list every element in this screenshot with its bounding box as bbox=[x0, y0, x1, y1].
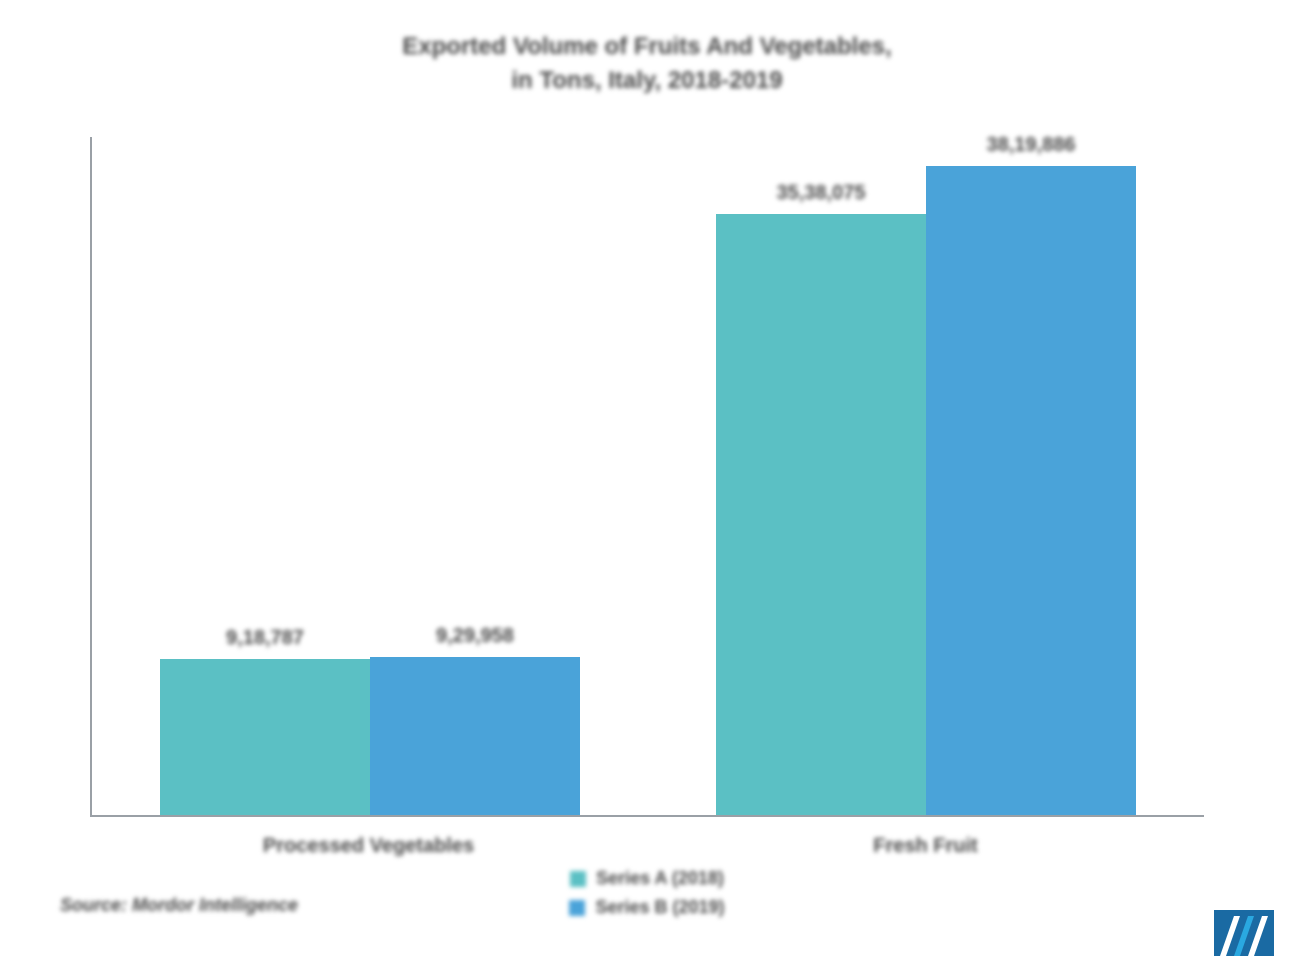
bar-label-1-0: 35,38,075 bbox=[716, 182, 926, 205]
legend-swatch-0 bbox=[570, 871, 586, 887]
legend-item-0: Series A (2018) bbox=[570, 868, 724, 889]
bar-0-1: 9,29,958 bbox=[370, 657, 580, 815]
legend-label-0: Series A (2018) bbox=[596, 868, 724, 889]
bar-group-1: 35,38,075 38,19,886 bbox=[704, 166, 1149, 815]
legend-item-1: Series B (2019) bbox=[569, 897, 724, 918]
chart-plot-area: 9,18,787 9,29,958 35,38,075 38,19,886 bbox=[90, 137, 1204, 817]
chart-title: Exported Volume of Fruits And Vegetables… bbox=[50, 30, 1244, 97]
brand-logo-icon bbox=[1214, 910, 1274, 956]
x-axis-labels: Processed Vegetables Fresh Fruit bbox=[90, 835, 1204, 858]
bar-0-0: 9,18,787 bbox=[160, 659, 370, 815]
chart-title-line1: Exported Volume of Fruits And Vegetables… bbox=[50, 30, 1244, 64]
legend-swatch-1 bbox=[569, 900, 585, 916]
bar-label-1-1: 38,19,886 bbox=[926, 134, 1136, 157]
source-text: Source: Mordor Intelligence bbox=[60, 895, 298, 916]
bar-1-1: 38,19,886 bbox=[926, 166, 1136, 815]
x-label-0: Processed Vegetables bbox=[146, 835, 592, 858]
bar-label-0-1: 9,29,958 bbox=[370, 625, 580, 648]
bar-group-0: 9,18,787 9,29,958 bbox=[148, 657, 593, 815]
x-label-1: Fresh Fruit bbox=[703, 835, 1149, 858]
legend-label-1: Series B (2019) bbox=[595, 897, 724, 918]
chart-title-line2: in Tons, Italy, 2018-2019 bbox=[50, 64, 1244, 98]
bar-label-0-0: 9,18,787 bbox=[160, 627, 370, 650]
bar-1-0: 35,38,075 bbox=[716, 214, 926, 815]
